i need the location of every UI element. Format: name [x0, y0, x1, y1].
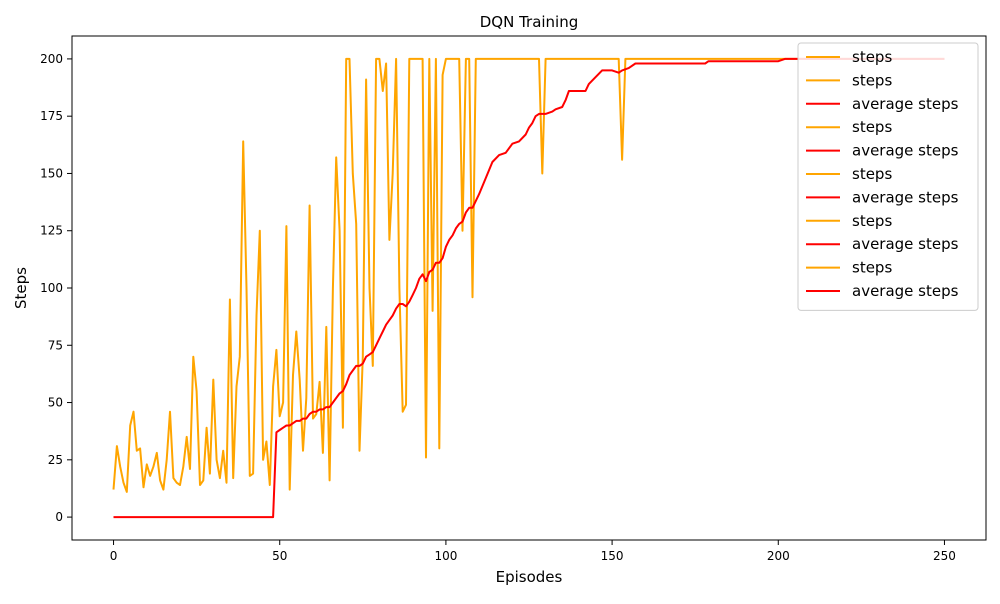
legend: steps steps average steps steps average step…	[797, 42, 979, 311]
legend-label: average steps	[852, 95, 959, 113]
axis-layer: 0 50 100 150 200 250 0 25 50 75 100 125 150 175 200	[40, 35, 987, 563]
y-tick-label: 0	[55, 510, 63, 524]
x-tick-label: 100	[434, 549, 457, 563]
legend-label: average steps	[852, 235, 959, 253]
x-tick-label: 50	[272, 549, 287, 563]
legend-label: steps	[852, 118, 892, 136]
series-line-average-steps	[113, 57, 945, 519]
y-tick-label: 25	[48, 453, 63, 467]
plot-layer	[112, 57, 945, 519]
x-tick-label: 150	[601, 549, 624, 563]
legend-label: steps	[852, 259, 892, 277]
legend-label: steps	[852, 48, 892, 66]
y-tick-label: 150	[40, 166, 63, 180]
y-tick-label: 125	[40, 224, 63, 238]
legend-box	[797, 42, 979, 311]
x-tick-label: 200	[767, 549, 790, 563]
x-axis-label: Episodes	[496, 568, 563, 586]
legend-label: average steps	[852, 142, 959, 160]
y-tick-label: 200	[40, 52, 63, 66]
legend-label: average steps	[852, 282, 959, 300]
y-tick-label: 50	[48, 396, 63, 410]
y-tick-label: 175	[40, 109, 63, 123]
legend-label: steps	[852, 212, 892, 230]
y-axis-label: Steps	[12, 267, 30, 309]
x-tick-label: 0	[110, 549, 118, 563]
legend-label: steps	[852, 165, 892, 183]
series-line-steps	[112, 57, 945, 493]
y-tick-label: 100	[40, 281, 63, 295]
legend-label: average steps	[852, 188, 959, 206]
x-tick-label: 250	[933, 549, 956, 563]
y-tick-label: 75	[48, 338, 63, 352]
chart-title: DQN Training	[480, 13, 579, 31]
legend-label: steps	[852, 71, 892, 89]
